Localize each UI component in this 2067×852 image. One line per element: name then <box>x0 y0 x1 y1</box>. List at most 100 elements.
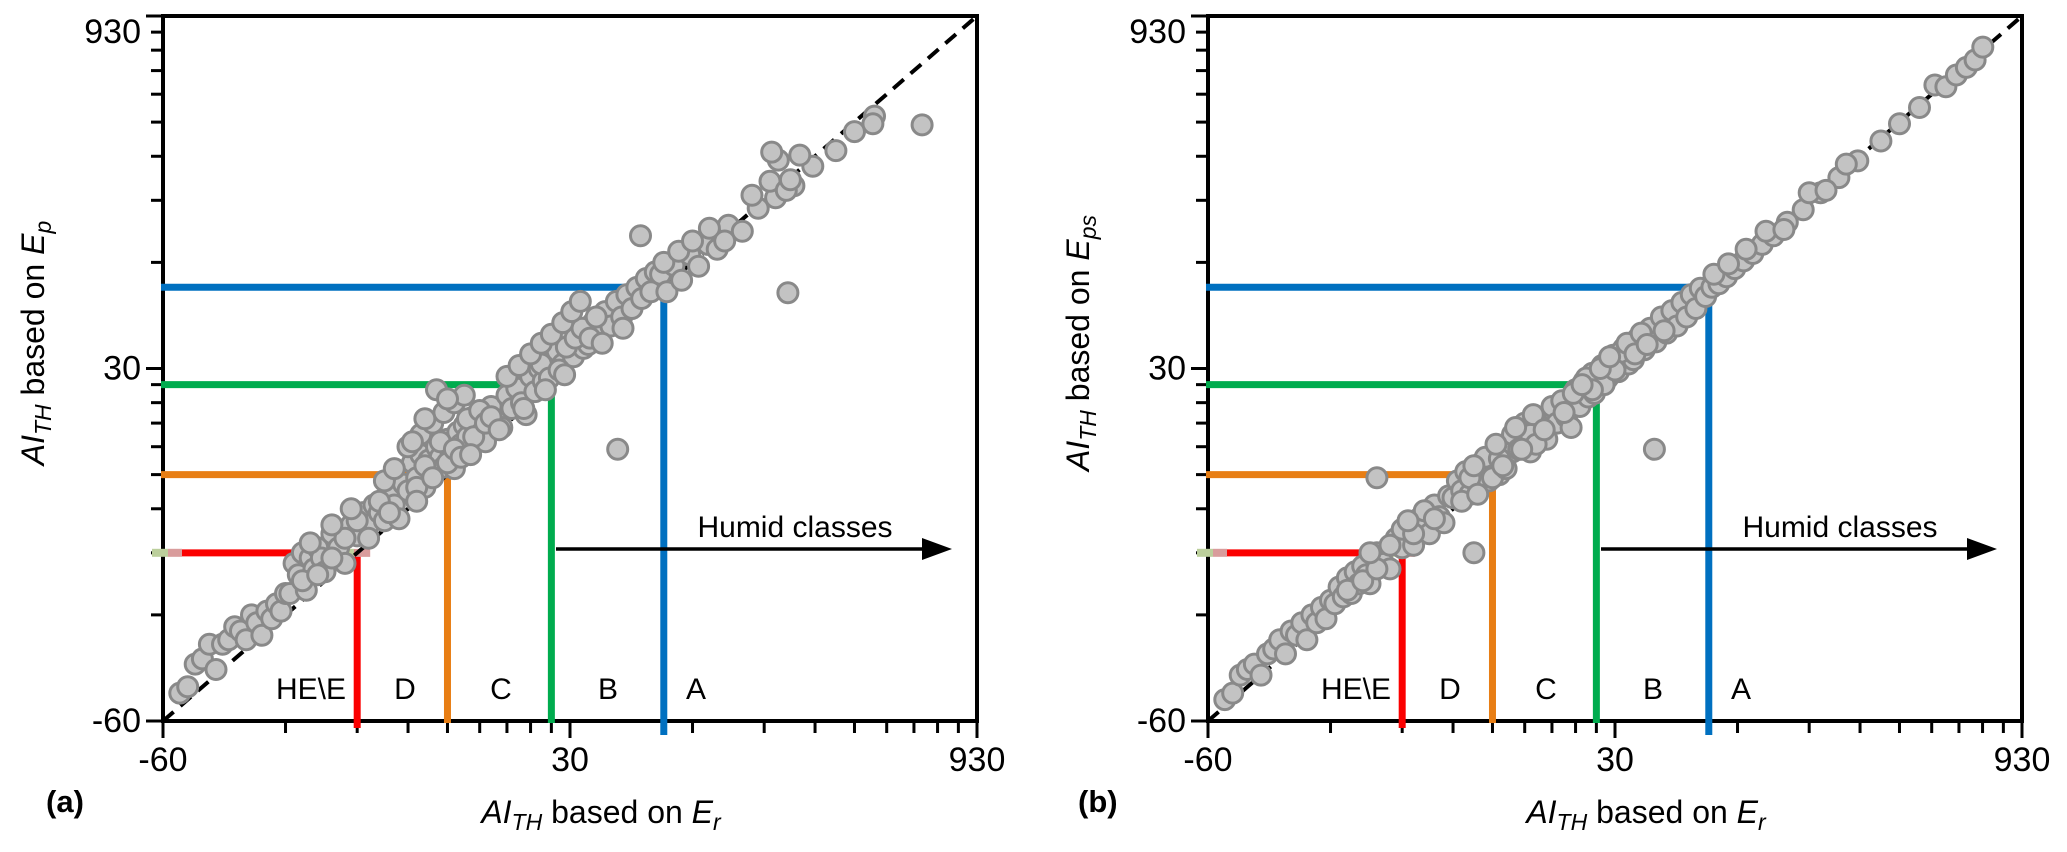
y-tick-label: 930 <box>1129 13 1186 51</box>
scatter-point <box>861 112 885 136</box>
scatter-point <box>1888 112 1911 136</box>
scatter-point <box>459 443 483 467</box>
scatter-point <box>1570 373 1594 397</box>
scatter-point <box>1552 401 1576 424</box>
class-label-a: A <box>686 673 706 706</box>
scatter-point <box>1396 509 1420 533</box>
scatter-point <box>306 563 330 587</box>
x-tick-label: 930 <box>1994 741 2051 779</box>
y-axis-title: AITH based on Eps <box>1060 215 1101 473</box>
scatter-point <box>843 120 866 144</box>
scatter-point <box>487 418 511 442</box>
y-tick-label: -60 <box>1137 702 1186 740</box>
scatter-point <box>1249 663 1273 687</box>
scatter-point <box>1521 403 1545 427</box>
scatter-point <box>713 229 737 253</box>
scatter-point <box>681 229 704 253</box>
scatter-point <box>1378 533 1402 557</box>
y-tick-label: 930 <box>84 13 141 51</box>
scatter-point <box>1295 628 1319 652</box>
scatter-point <box>611 316 635 340</box>
scatter-point <box>1834 152 1858 176</box>
scatter-point <box>1504 416 1528 439</box>
class-label-d: D <box>394 673 416 706</box>
scatter-point <box>760 140 784 164</box>
class-label-hee: HE\E <box>276 673 346 706</box>
scatter-point <box>740 183 764 207</box>
scatter-point <box>1635 333 1659 356</box>
scatter-point <box>339 497 363 521</box>
scatter-point <box>1869 129 1893 153</box>
humid-classes-arrow-head <box>922 538 952 560</box>
y-tick-label: 30 <box>103 350 141 388</box>
scatter-point <box>405 489 429 513</box>
scatter-point <box>652 250 676 274</box>
humid-classes-arrow-head <box>1967 538 1997 560</box>
class-label-b: B <box>598 673 618 706</box>
scatter-point <box>1908 96 1931 119</box>
y-tick-label: 30 <box>1148 350 1186 388</box>
x-tick-label: 30 <box>1596 741 1634 779</box>
class-label-c: C <box>1535 673 1557 706</box>
scatter-point <box>776 281 800 305</box>
scatter-point <box>320 513 344 537</box>
scatter-point <box>1462 541 1486 565</box>
x-axis-title: AITH based on Er <box>479 794 722 835</box>
scatter-point <box>1734 237 1758 261</box>
scatter-point <box>512 397 536 420</box>
y-axis-title: AITH based on Ep <box>15 221 56 468</box>
scatter-point <box>1358 541 1382 565</box>
class-label-d: D <box>1439 673 1461 706</box>
scatter-point <box>687 254 711 278</box>
scatter-point <box>568 289 592 313</box>
scatter-point <box>670 268 694 292</box>
scatter-point <box>1642 437 1666 461</box>
scatter-point <box>697 216 721 240</box>
scatter-point <box>824 139 848 163</box>
scatter-point <box>590 331 614 355</box>
humid-classes-label: Humid classes <box>697 511 892 544</box>
scatter-point <box>1274 642 1297 666</box>
humid-classes-label: Humid classes <box>1742 511 1937 544</box>
scatter-point <box>421 466 445 490</box>
x-tick-label: -60 <box>138 741 187 779</box>
scatter-point <box>1365 466 1389 490</box>
scatter-point <box>1971 35 1995 59</box>
scatter-point <box>250 623 274 647</box>
scatter-point <box>320 546 344 570</box>
scatter-point <box>382 457 406 481</box>
scatter-point <box>1491 454 1515 478</box>
scatter-point <box>629 224 652 248</box>
scatter-point <box>1466 482 1490 506</box>
panel-a: -60-60 30 30 930 930 HE\E D C B A Humid classes AIT… <box>15 13 1005 835</box>
x-tick-label: 930 <box>949 741 1006 779</box>
scatter-point <box>778 168 802 192</box>
scatter-point <box>357 526 381 550</box>
class-label-b: B <box>1643 673 1663 706</box>
scatter-point <box>533 378 557 402</box>
scatter-point <box>413 407 437 431</box>
scatter-point <box>1484 432 1508 456</box>
scatter-point <box>788 143 812 167</box>
panel-a-caption: (a) <box>46 784 84 819</box>
scatter-point <box>584 305 608 329</box>
scatter-point <box>1772 218 1796 241</box>
scatter-point <box>400 430 424 454</box>
scatter-point <box>1510 437 1534 461</box>
scatter-point <box>1598 345 1622 369</box>
scatter-point <box>298 531 322 555</box>
panel-b: -60-60 30 30 930 930 HE\E D C B A Humid classes AIT… <box>1060 13 2050 835</box>
scatter-point <box>1717 252 1740 276</box>
scatter-point <box>910 113 934 137</box>
scatter-point <box>1462 454 1486 478</box>
scatter-point <box>176 675 200 699</box>
y-tick-label: -60 <box>92 702 141 740</box>
panel-b-caption: (b) <box>1078 784 1118 819</box>
scatter-point <box>436 387 459 411</box>
class-label-hee: HE\E <box>1321 673 1391 706</box>
x-tick-label: 30 <box>551 741 589 779</box>
scatter-point <box>377 501 401 525</box>
scatter-point <box>655 280 679 304</box>
